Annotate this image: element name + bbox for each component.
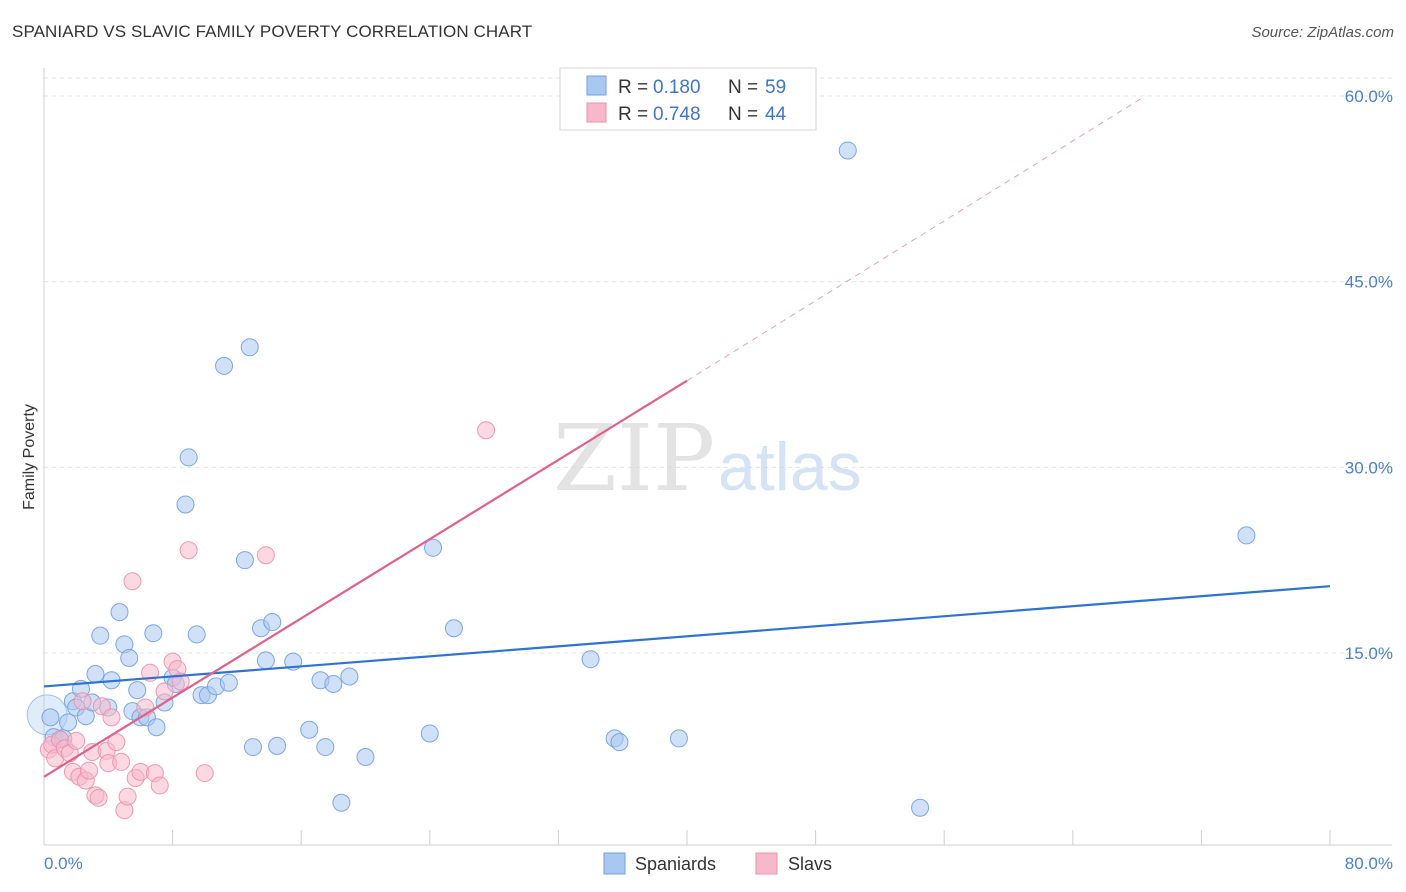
trend-lines: [43, 95, 1331, 778]
legend-r-label-spaniards: R =: [618, 77, 648, 98]
legend-r-value-spaniards: 0.180: [653, 77, 701, 98]
slavs-trend-line: [43, 379, 688, 778]
spaniards-point-34: [235, 551, 254, 570]
spaniards-point-26: [176, 495, 195, 514]
legend-swatch-slavs: [586, 102, 607, 123]
slavs-point-14: [89, 788, 108, 807]
spaniards-point-39: [263, 613, 282, 632]
spaniards-point-57: [911, 798, 930, 817]
spaniards-point-35: [240, 338, 259, 357]
legend-n-value-spaniards: 59: [765, 77, 786, 98]
slavs-point-30: [155, 682, 174, 701]
x-tick-label-min: 0.0%: [44, 854, 83, 873]
y-tick-label-45: 45.0%: [1345, 273, 1393, 292]
x-tick-label-max: 80.0%: [1345, 854, 1393, 873]
slavs-point-36: [256, 546, 275, 565]
slavs-point-11: [80, 761, 99, 780]
spaniards-point-33: [219, 673, 238, 692]
bottom-legend-label-spaniards: Spaniards: [635, 854, 716, 874]
y-tick-label-30: 30.0%: [1345, 458, 1393, 477]
spaniards-point-46: [332, 793, 351, 812]
spaniards-point-32: [215, 356, 234, 375]
y-tick-label-15: 15.0%: [1345, 644, 1393, 663]
slavs-point-22: [118, 787, 137, 806]
chart-title: SPANIARD VS SLAVIC FAMILY POVERTY CORREL…: [12, 22, 533, 41]
spaniards-point-40: [268, 736, 287, 755]
spaniards-point-54: [610, 733, 629, 752]
watermark-zip: ZIP: [553, 405, 715, 512]
spaniards-point-48: [356, 747, 375, 766]
slavs-point-9: [73, 692, 92, 711]
legend-n-label-slavs: N =: [728, 104, 758, 125]
y-axis-label: Family Poverty: [21, 404, 38, 510]
spaniards-point-45: [324, 674, 343, 693]
spaniards-point-47: [340, 667, 359, 686]
slavs-point-34: [179, 541, 198, 560]
spaniards-point-18: [128, 681, 147, 700]
slavs-point-35: [195, 764, 214, 783]
source-label: Source: ZipAtlas.com: [1251, 24, 1394, 41]
spaniards-point-22: [147, 718, 166, 737]
slavs-point-33: [171, 672, 190, 691]
watermark: ZIP atlas: [553, 405, 862, 512]
bottom-legend-swatch-spaniards: [603, 852, 626, 875]
slavs-point-23: [123, 572, 142, 591]
spaniards-point-56: [838, 141, 857, 160]
spaniards-point-11: [91, 626, 110, 645]
y-tick-label-60: 60.0%: [1345, 87, 1393, 106]
slavs-point-19: [107, 733, 126, 752]
spaniards-point-4: [59, 713, 78, 732]
spaniards-point-28: [187, 625, 206, 644]
spaniards-point-42: [300, 720, 319, 739]
slavs-point-20: [112, 752, 131, 771]
watermark-atlas: atlas: [718, 429, 862, 505]
spaniards-point-0: [41, 708, 60, 727]
slavs-point-18: [102, 708, 121, 727]
spaniards-point-51: [444, 619, 463, 638]
slavs-trend-extension: [686, 95, 1146, 382]
legend-n-value-slavs: 44: [765, 104, 787, 125]
legend-r-value-slavs: 0.748: [653, 104, 701, 125]
legend-swatch-spaniards: [586, 75, 607, 96]
spaniards-trend-line: [43, 585, 1331, 688]
spaniards-point-27: [179, 448, 198, 467]
spaniards-point-16: [120, 648, 139, 667]
bottom-legend-swatch-slavs: [755, 852, 778, 875]
spaniards-point-55: [669, 729, 688, 748]
series-legend: Spaniards Slavs: [603, 852, 832, 875]
spaniards-point-44: [316, 738, 335, 757]
spaniards-point-10: [86, 665, 105, 684]
spaniards-point-21: [144, 624, 163, 643]
legend-r-label-slavs: R =: [618, 104, 648, 125]
y-tick-labels: 15.0% 30.0% 45.0% 60.0%: [1345, 87, 1393, 663]
bottom-legend-label-slavs: Slavs: [788, 854, 832, 874]
spaniards-point-49: [420, 724, 439, 743]
correlation-legend: R = 0.180 N = 59 R = 0.748 N = 44: [559, 67, 817, 131]
spaniards-point-36: [243, 738, 262, 757]
slavs-point-7: [67, 731, 86, 750]
spaniards-point-52: [581, 650, 600, 669]
spaniards-point-58: [1237, 526, 1256, 545]
slavs-point-29: [150, 776, 169, 795]
spaniards-point-50: [424, 538, 443, 557]
spaniards-point-14: [110, 603, 129, 622]
legend-n-label-spaniards: N =: [728, 77, 758, 98]
x-ticks: [172, 830, 1331, 845]
spaniards-point-38: [256, 651, 275, 670]
slavs-point-37: [477, 421, 496, 440]
